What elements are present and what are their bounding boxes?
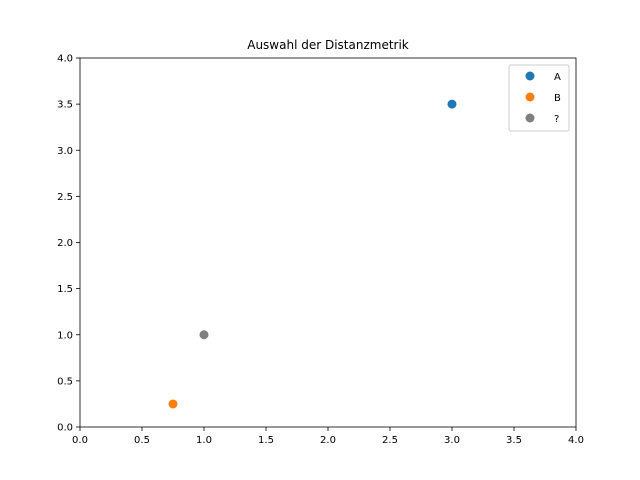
y-tick-label: 3.5 bbox=[57, 100, 73, 111]
x-tick-label: 3.0 bbox=[444, 435, 460, 446]
data-points bbox=[168, 99, 457, 409]
x-tick-label: 2.5 bbox=[382, 435, 398, 446]
legend-label: B bbox=[554, 93, 561, 104]
data-point-series-2 bbox=[199, 330, 209, 340]
chart-title: Auswahl der Distanzmetrik bbox=[247, 38, 409, 52]
y-tick-label: 2.5 bbox=[57, 192, 73, 203]
x-tick-label: 0.0 bbox=[72, 435, 88, 446]
y-tick-label: 1.0 bbox=[57, 330, 73, 341]
y-tick-label: 3.0 bbox=[57, 146, 73, 157]
x-tick-label: 0.5 bbox=[134, 435, 150, 446]
y-tick-label: 2.0 bbox=[57, 238, 73, 249]
plot-area bbox=[79, 57, 577, 428]
data-point-series-1 bbox=[168, 399, 178, 409]
y-tick-label: 4.0 bbox=[57, 54, 73, 65]
y-tick-label: 1.5 bbox=[57, 284, 73, 295]
x-tick-label: 4.0 bbox=[568, 435, 584, 446]
x-tick-label: 1.5 bbox=[258, 435, 274, 446]
y-axis: 0.0 0.5 1.0 1.5 2.0 2.5 3.0 3.5 4.0 bbox=[57, 54, 80, 434]
data-point-series-0 bbox=[447, 99, 457, 109]
legend-label: ? bbox=[554, 114, 559, 125]
x-tick-label: 1.0 bbox=[196, 435, 212, 446]
legend-marker bbox=[525, 92, 535, 102]
plot-frame bbox=[79, 57, 577, 428]
x-axis: 0.0 0.5 1.0 1.5 2.0 2.5 3.0 3.5 4.0 bbox=[72, 427, 584, 446]
y-tick-label: 0.0 bbox=[57, 423, 73, 434]
legend-label: A bbox=[554, 72, 561, 83]
legend-marker bbox=[525, 71, 535, 81]
x-tick-label: 3.5 bbox=[506, 435, 522, 446]
legend-marker bbox=[525, 113, 535, 123]
y-tick-label: 0.5 bbox=[57, 376, 73, 387]
x-tick-label: 2.0 bbox=[320, 435, 336, 446]
legend: AB? bbox=[508, 64, 570, 132]
legend-box bbox=[508, 64, 570, 132]
